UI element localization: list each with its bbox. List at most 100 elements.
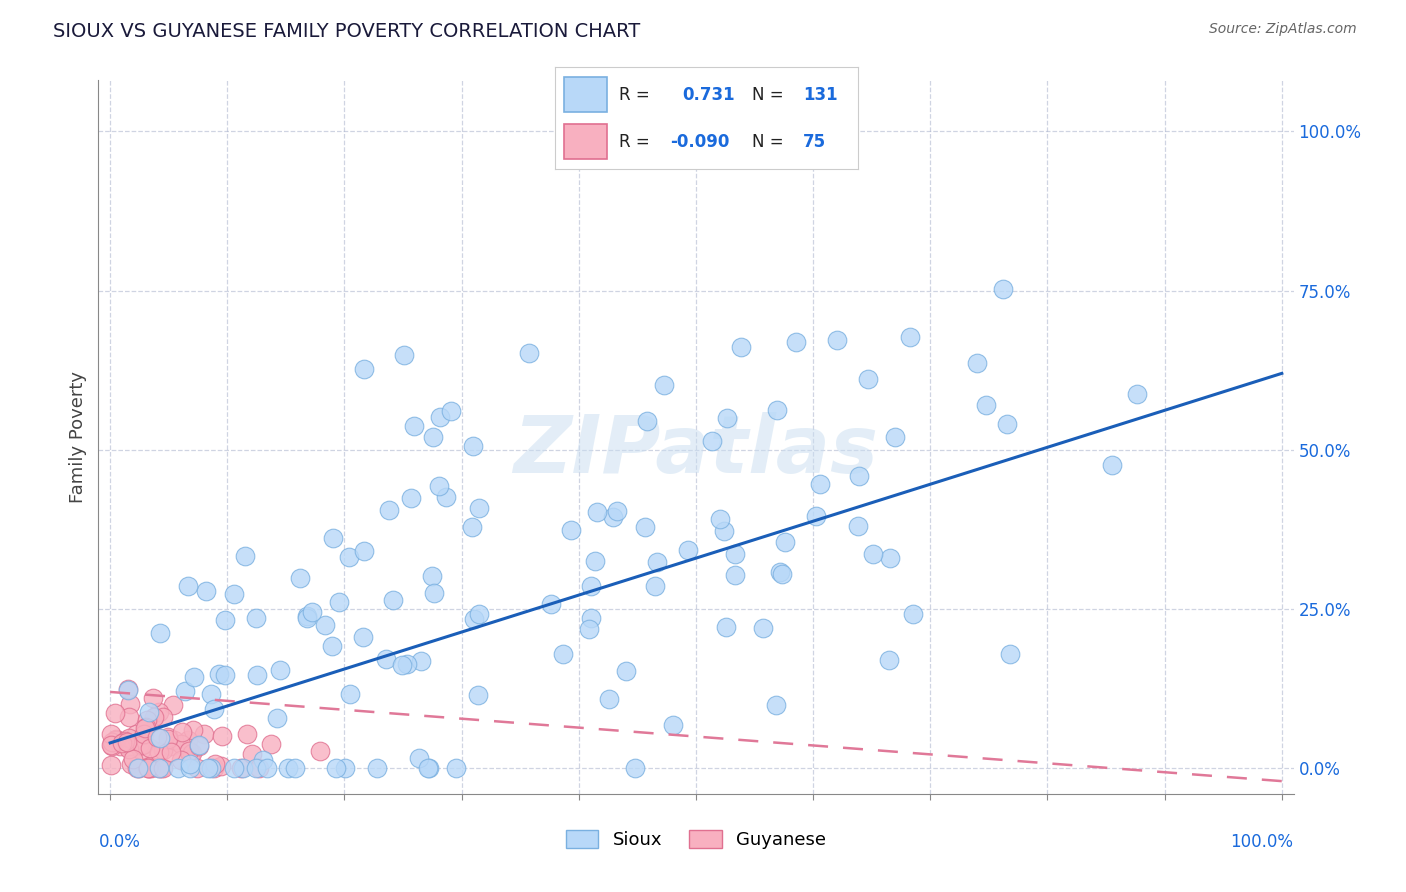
Point xyxy=(176,733,198,747)
Point xyxy=(247,761,270,775)
Point xyxy=(381,593,404,607)
Point xyxy=(422,429,444,443)
Point xyxy=(128,761,150,775)
Point xyxy=(375,652,398,666)
Point xyxy=(429,410,451,425)
Point xyxy=(148,705,170,719)
Point xyxy=(560,523,582,537)
Point xyxy=(148,761,170,775)
Point xyxy=(288,571,311,585)
Point xyxy=(903,607,925,622)
Point xyxy=(122,752,145,766)
Point xyxy=(702,434,724,449)
Point xyxy=(517,345,540,359)
Point xyxy=(423,586,446,600)
Point xyxy=(858,372,880,386)
Point xyxy=(245,611,267,625)
Point xyxy=(716,620,738,634)
Point xyxy=(108,739,131,754)
Point xyxy=(808,477,831,491)
Bar xyxy=(564,77,607,112)
Point xyxy=(404,418,426,433)
Text: 131: 131 xyxy=(803,86,838,103)
Point xyxy=(149,731,172,746)
Point xyxy=(468,607,491,621)
Point xyxy=(177,744,200,758)
Y-axis label: Family Poverty: Family Poverty xyxy=(69,371,87,503)
Point xyxy=(148,745,170,759)
Point xyxy=(179,757,201,772)
Point xyxy=(772,566,794,581)
Point xyxy=(337,550,360,565)
Point xyxy=(260,737,283,751)
Point xyxy=(461,520,484,534)
Point xyxy=(229,761,252,775)
Point xyxy=(211,729,233,743)
Point xyxy=(101,735,124,749)
Point xyxy=(143,760,166,774)
Point xyxy=(579,579,602,593)
Point xyxy=(418,761,440,775)
Point xyxy=(174,684,197,698)
Point xyxy=(391,657,413,672)
Point xyxy=(117,681,139,696)
Point xyxy=(724,568,747,582)
Point xyxy=(713,524,735,538)
Point xyxy=(187,739,209,753)
Point xyxy=(152,742,174,756)
Point xyxy=(100,738,122,752)
Point xyxy=(394,348,416,362)
Point xyxy=(308,744,330,758)
Point xyxy=(395,657,418,671)
Point xyxy=(200,687,222,701)
Point xyxy=(132,737,155,751)
Point xyxy=(998,648,1021,662)
Point xyxy=(645,556,668,570)
Point xyxy=(378,503,401,517)
Point xyxy=(277,761,299,775)
Point xyxy=(325,761,347,775)
Point xyxy=(186,761,208,775)
Text: 0.0%: 0.0% xyxy=(98,833,141,851)
Point xyxy=(114,734,136,748)
Point xyxy=(179,747,201,762)
Point xyxy=(232,761,254,775)
Point xyxy=(420,569,443,583)
Point xyxy=(581,611,603,625)
Point xyxy=(101,739,124,754)
Point xyxy=(138,705,160,719)
Point xyxy=(120,756,142,771)
Point xyxy=(138,761,160,775)
Point xyxy=(139,740,162,755)
Point xyxy=(586,505,609,519)
Point xyxy=(578,622,600,636)
Point xyxy=(208,667,231,681)
Point xyxy=(172,725,194,739)
Point xyxy=(246,667,269,681)
Point xyxy=(180,747,202,761)
Point xyxy=(100,726,122,740)
Point xyxy=(170,737,193,751)
Point xyxy=(163,733,186,747)
Point xyxy=(157,731,180,745)
Point xyxy=(1126,387,1149,401)
Point xyxy=(353,362,375,376)
Point xyxy=(408,751,430,765)
Point xyxy=(183,670,205,684)
Point xyxy=(245,761,267,775)
Point xyxy=(995,417,1018,432)
Point xyxy=(197,761,219,775)
Point xyxy=(399,491,422,505)
Point xyxy=(295,611,318,625)
Point xyxy=(202,702,225,716)
Point xyxy=(125,761,148,775)
Point xyxy=(117,683,139,698)
Point xyxy=(127,761,149,775)
Point xyxy=(314,617,336,632)
Text: 100.0%: 100.0% xyxy=(1230,833,1294,851)
Point xyxy=(848,469,870,483)
Point xyxy=(724,547,747,561)
Point xyxy=(152,710,174,724)
Point xyxy=(138,759,160,773)
Point xyxy=(785,335,807,350)
